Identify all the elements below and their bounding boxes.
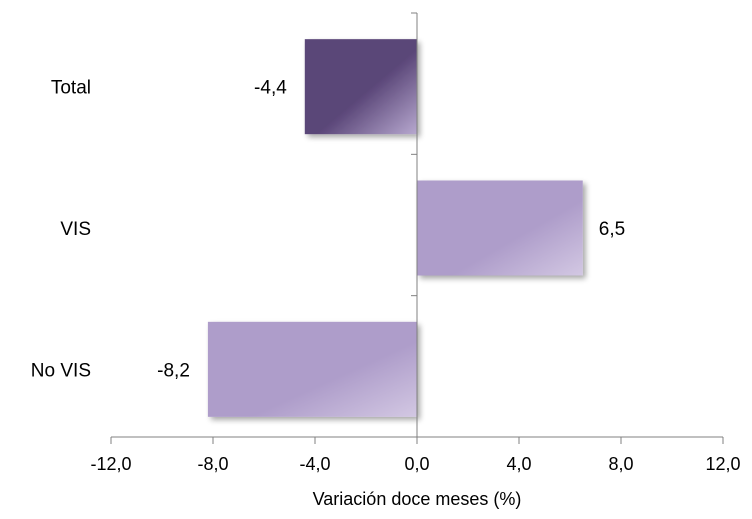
value-label-vis: 6,5 bbox=[599, 219, 625, 240]
x-tick-label: 12,0 bbox=[705, 454, 740, 474]
labels: Total -4,4 VIS 6,5 No VIS -8,2 -12,0 -8,0 -4,0 0,… bbox=[31, 78, 741, 474]
bar-no-vis bbox=[207, 321, 417, 417]
x-tick-label: -8,0 bbox=[197, 454, 228, 474]
x-axis-title: Variación doce meses (%) bbox=[313, 489, 522, 509]
bar-total bbox=[304, 39, 417, 135]
category-label-no-vis: No VIS bbox=[31, 360, 91, 381]
axes bbox=[110, 12, 724, 444]
category-label-vis: VIS bbox=[60, 219, 91, 240]
x-tick-label: 8,0 bbox=[608, 454, 633, 474]
x-tick-label: 0,0 bbox=[404, 454, 429, 474]
bars bbox=[207, 39, 583, 417]
x-tick-label: -4,0 bbox=[299, 454, 330, 474]
bar-vis bbox=[417, 180, 583, 276]
x-tick-label: 4,0 bbox=[506, 454, 531, 474]
category-label-total: Total bbox=[51, 78, 91, 99]
x-tick-label: -12,0 bbox=[90, 454, 131, 474]
value-label-total: -4,4 bbox=[254, 78, 287, 99]
value-label-no-vis: -8,2 bbox=[157, 360, 190, 381]
